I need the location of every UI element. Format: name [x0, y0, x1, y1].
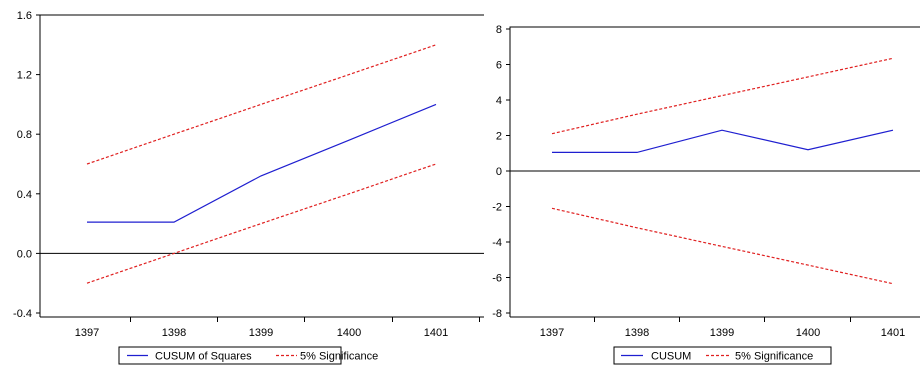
- right-legend-solid-label: CUSUM: [651, 351, 691, 363]
- right-x-tick-label: 1398: [625, 327, 649, 339]
- right-y-tick-label: -4: [492, 237, 502, 249]
- left-legend-dashed-label: 5% Significance: [300, 351, 378, 363]
- right-cusum-line: [552, 129, 894, 153]
- left-y-tick-label: 0.4: [17, 189, 32, 201]
- right-y-tick-label: -8: [492, 308, 502, 320]
- left-legend: CUSUM of Squares 5% Significance: [118, 346, 378, 365]
- right-x-tick-label: 1397: [540, 327, 564, 339]
- right-x-tick-label: 1400: [796, 327, 820, 339]
- left-chart: -0.4 0.0 0.4 0.8 1.2 1.6 1397 1398 1399 1400 1401 C…: [13, 10, 484, 365]
- left-legend-box: [118, 346, 342, 365]
- left-legend-solid-label: CUSUM of Squares: [155, 351, 252, 363]
- right-plot-frame: [509, 26, 920, 317]
- left-y-tick-label: 1.6: [17, 10, 32, 22]
- right-y-tick-label: -2: [492, 202, 502, 214]
- right-y-tick-label: 4: [496, 95, 502, 107]
- left-y-tick-label: -0.4: [13, 308, 32, 320]
- right-y-tick-label: 8: [496, 24, 502, 36]
- left-lower-significance-line: [86, 163, 437, 284]
- left-x-tick-label: 1399: [249, 327, 273, 339]
- left-upper-significance-line: [86, 44, 437, 165]
- left-x-tick-label: 1398: [162, 327, 186, 339]
- left-y-tick-label: 0.0: [17, 248, 32, 260]
- left-plot-frame: [39, 14, 484, 317]
- right-chart: -8 -6 -4 -2 0 2 4 6 8 1397 1398 1399 1400 1401 CUSUM 5%…: [492, 24, 920, 365]
- left-x-tick-label: 1397: [75, 327, 99, 339]
- left-cusum-line: [87, 103, 437, 223]
- right-y-tick-label: -6: [492, 273, 502, 285]
- right-legend-dashed-label: 5% Significance: [735, 351, 813, 363]
- right-lower-significance-line: [551, 207, 894, 285]
- left-x-tick-label: 1401: [424, 327, 448, 339]
- right-y-tick-label: 6: [496, 60, 502, 72]
- right-x-tick-label: 1399: [710, 327, 734, 339]
- left-x-tick-label: 1400: [337, 327, 361, 339]
- right-legend: CUSUM 5% Significance: [613, 346, 832, 365]
- right-upper-significance-line: [551, 57, 894, 135]
- right-x-tick-label: 1401: [881, 327, 905, 339]
- left-y-tick-label: 0.8: [17, 129, 32, 141]
- left-y-tick-label: 1.2: [17, 70, 32, 82]
- right-y-tick-label: 2: [496, 131, 502, 143]
- right-y-tick-label: 0: [496, 166, 502, 178]
